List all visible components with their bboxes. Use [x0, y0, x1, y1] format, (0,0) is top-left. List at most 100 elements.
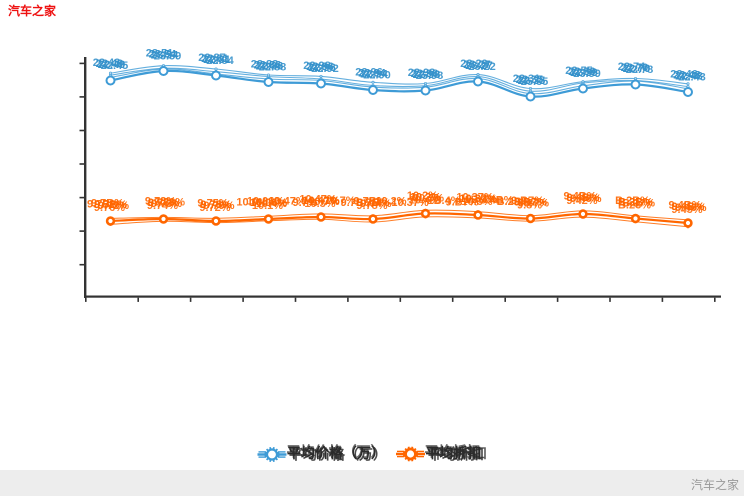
- svg-text:22.43: 22.43: [678, 72, 706, 84]
- svg-text:9.42%: 9.42%: [566, 195, 597, 207]
- svg-text:平均折扣: 平均折扣: [431, 446, 487, 462]
- svg-text:22.48: 22.48: [673, 70, 701, 82]
- svg-text:22.98: 22.98: [411, 68, 439, 80]
- svg-text:9.78%: 9.78%: [154, 197, 185, 209]
- svg-text:9.7%: 9.7%: [292, 197, 317, 209]
- svg-text:22.31: 22.31: [513, 73, 541, 85]
- svg-text:9.7B%: 9.7B%: [340, 197, 373, 209]
- svg-text:10.06%: 10.06%: [247, 196, 285, 208]
- svg-text:25.98: 25.98: [416, 70, 444, 82]
- svg-text:平均折扣: 平均折扣: [425, 444, 481, 460]
- svg-text:22.35: 22.35: [518, 75, 546, 87]
- svg-text:平均折扣: 平均折扣: [426, 445, 482, 461]
- svg-text:9.78%: 9.78%: [148, 197, 179, 209]
- svg-text:22.86: 22.86: [256, 61, 284, 73]
- svg-text:9.4B%: 9.4B%: [566, 192, 599, 204]
- svg-text:1B.4%: 1B.4%: [464, 194, 497, 206]
- svg-text:平均价格（万）: 平均价格（万）: [287, 445, 385, 461]
- svg-text:B.2B%: B.2B%: [615, 195, 650, 207]
- svg-text:9.43%: 9.43%: [671, 204, 702, 216]
- svg-text:22.84: 22.84: [206, 55, 234, 67]
- svg-text:10.4%: 10.4%: [256, 198, 287, 210]
- svg-text:23.59: 23.59: [154, 51, 182, 63]
- svg-text:10.37%: 10.37%: [459, 193, 497, 205]
- svg-text:9.73%: 9.73%: [151, 198, 182, 210]
- svg-text:22.82: 22.82: [251, 59, 279, 71]
- svg-text:9.72%: 9.72%: [98, 200, 129, 212]
- svg-text:汽车之家: 汽车之家: [8, 3, 57, 18]
- svg-text:22.59: 22.59: [570, 67, 598, 79]
- svg-text:22.45: 22.45: [101, 60, 129, 72]
- svg-text:平均折扣: 平均折扣: [428, 447, 484, 463]
- svg-text:9.79%: 9.79%: [203, 200, 234, 212]
- svg-text:9.74%: 9.74%: [360, 198, 391, 210]
- svg-text:10.7%: 10.7%: [308, 196, 339, 208]
- svg-text:22.86: 22.86: [254, 60, 282, 72]
- svg-text:9.4B%: 9.4B%: [563, 191, 596, 203]
- svg-text:9.B7%: 9.B7%: [445, 197, 478, 209]
- svg-text:22.48: 22.48: [675, 71, 703, 83]
- svg-text:23.54: 23.54: [151, 50, 179, 62]
- svg-text:B.23%: B.23%: [618, 200, 651, 212]
- svg-text:9.B7%: 9.B7%: [511, 195, 544, 207]
- svg-text:22.35: 22.35: [516, 74, 544, 86]
- svg-text:22.74: 22.74: [618, 61, 646, 73]
- svg-text:10.37%: 10.37%: [456, 192, 494, 204]
- svg-text:1B.4%: 1B.4%: [427, 195, 460, 207]
- svg-text:9.78%: 9.78%: [145, 196, 176, 208]
- svg-text:23.51: 23.51: [146, 48, 174, 60]
- svg-text:23.54: 23.54: [149, 49, 177, 61]
- svg-text:9.75%: 9.75%: [200, 199, 231, 211]
- svg-text:22.78: 22.78: [626, 64, 654, 76]
- svg-text:10.4%: 10.4%: [409, 195, 440, 207]
- svg-text:22.81: 22.81: [201, 53, 229, 65]
- svg-text:9.72%: 9.72%: [199, 202, 230, 214]
- svg-text:9.46%: 9.46%: [675, 202, 706, 214]
- svg-text:9.74%: 9.74%: [147, 200, 178, 212]
- svg-text:22.55: 22.55: [565, 65, 593, 77]
- svg-text:22.93: 22.93: [408, 67, 436, 79]
- svg-text:22.94: 22.94: [358, 68, 386, 80]
- svg-text:23.27: 23.27: [463, 59, 491, 71]
- svg-text:9.7B%: 9.7B%: [94, 199, 127, 211]
- svg-text:9.B7%: 9.B7%: [514, 197, 547, 209]
- svg-text:22.96: 22.96: [308, 62, 336, 74]
- svg-text:23.27: 23.27: [465, 60, 493, 72]
- svg-text:9.4B%: 9.4B%: [668, 200, 701, 212]
- svg-text:25.35: 25.35: [521, 76, 549, 88]
- svg-text:23.59: 23.59: [573, 68, 601, 80]
- svg-text:9.4B%: 9.4B%: [480, 195, 513, 207]
- svg-text:23.22: 23.22: [468, 61, 496, 73]
- svg-text:10.37%: 10.37%: [391, 197, 429, 209]
- svg-text:9.48%: 9.48%: [570, 193, 601, 205]
- svg-text:10.1%: 10.1%: [252, 200, 283, 212]
- svg-text:9.4B%: 9.4B%: [671, 201, 704, 213]
- svg-text:22.46: 22.46: [670, 69, 698, 81]
- svg-text:9.75%: 9.75%: [197, 198, 228, 210]
- svg-text:22.90: 22.90: [363, 70, 391, 82]
- svg-text:22.87: 22.87: [198, 52, 226, 64]
- svg-text:22.98: 22.98: [303, 60, 331, 72]
- svg-text:10.2%: 10.2%: [375, 196, 406, 208]
- svg-text:10.3%: 10.3%: [461, 196, 492, 208]
- svg-text:10.47%: 10.47%: [302, 195, 340, 207]
- svg-text:10.0%: 10.0%: [236, 197, 267, 209]
- svg-text:9.7B%: 9.7B%: [91, 198, 124, 210]
- svg-text:10.06%: 10.06%: [250, 197, 288, 209]
- svg-text:22.94: 22.94: [360, 69, 388, 81]
- svg-text:10.3%: 10.3%: [304, 198, 335, 210]
- svg-text:22.49: 22.49: [96, 58, 124, 70]
- svg-text:22.81: 22.81: [203, 54, 231, 66]
- svg-text:平均价格（万）: 平均价格（万）: [289, 447, 387, 463]
- svg-text:9.76%: 9.76%: [94, 202, 125, 214]
- svg-text:9.78%: 9.78%: [356, 200, 387, 212]
- svg-text:B.2B%: B.2B%: [497, 196, 532, 208]
- svg-text:22.96: 22.96: [355, 67, 383, 79]
- svg-text:22.98: 22.98: [413, 69, 441, 81]
- svg-text:10.7%: 10.7%: [324, 195, 355, 207]
- svg-text:9.8%: 9.8%: [517, 200, 542, 212]
- svg-text:22.49: 22.49: [98, 59, 126, 71]
- svg-text:22.70: 22.70: [621, 62, 649, 74]
- svg-text:平均价格（万）: 平均价格（万）: [287, 444, 385, 460]
- svg-text:9.7B%: 9.7B%: [356, 197, 389, 209]
